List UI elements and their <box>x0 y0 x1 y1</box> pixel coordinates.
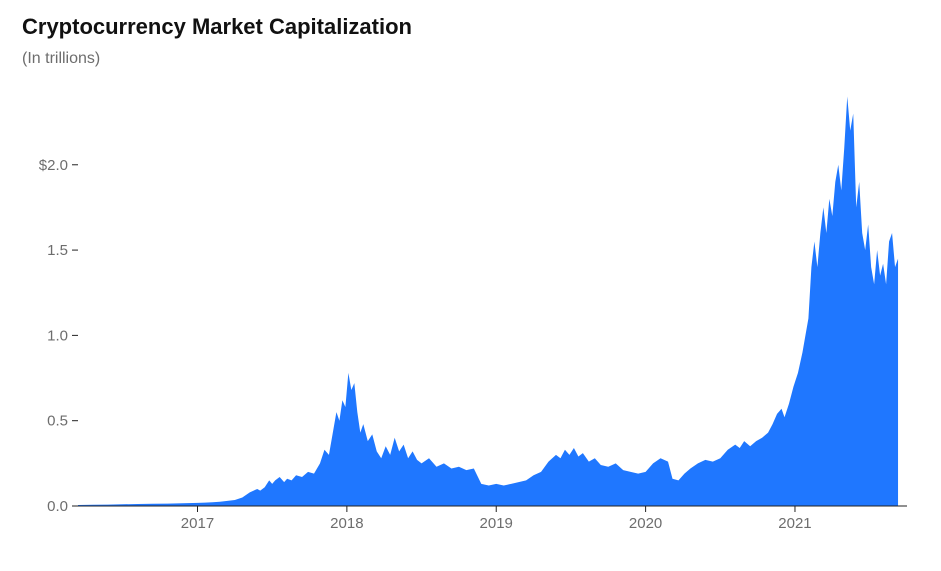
x-tick-label: 2019 <box>480 515 513 532</box>
chart-subtitle: (In trillions) <box>22 50 919 68</box>
x-tick-label: 2017 <box>181 515 214 532</box>
chart-plot-area: 0.0 0.5 1.0 1.5 $2.0 2017 2018 2019 2020 2021 <box>22 82 919 542</box>
area-chart-svg: 0.0 0.5 1.0 1.5 $2.0 2017 2018 2019 2020 2021 <box>22 82 919 542</box>
chart-title: Cryptocurrency Market Capitalization <box>22 14 919 40</box>
x-tick-label: 2020 <box>629 515 662 532</box>
y-tick-label: 1.0 <box>47 327 68 344</box>
x-tick-label: 2021 <box>778 515 811 532</box>
y-tick-label: 0.0 <box>47 498 68 515</box>
x-tick-label: 2018 <box>330 515 363 532</box>
area-series <box>78 97 898 506</box>
chart-container: Cryptocurrency Market Capitalization (In… <box>0 0 941 571</box>
y-tick-label: 1.5 <box>47 242 68 259</box>
y-tick-label: 0.5 <box>47 413 68 430</box>
y-tick-label: $2.0 <box>39 157 68 174</box>
